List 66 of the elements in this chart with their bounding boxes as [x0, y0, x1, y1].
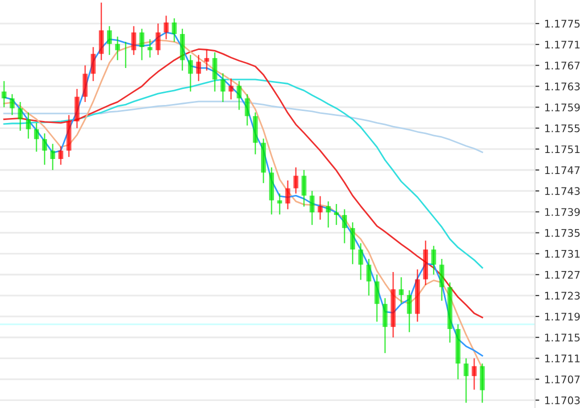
candlestick — [50, 143, 56, 171]
y-tick-label: 1.1727 — [545, 270, 580, 279]
candlestick — [236, 80, 242, 110]
candlestick — [196, 54, 202, 82]
candlestick — [285, 180, 290, 210]
line-series — [3, 78, 484, 269]
candlestick — [342, 208, 347, 244]
candlestick — [115, 36, 120, 61]
candlestick — [188, 54, 193, 92]
candlestick — [2, 80, 6, 108]
y-tick-label: 1.1707 — [545, 375, 580, 384]
candlestick — [172, 18, 177, 42]
y-tick-label: 1.1711 — [545, 354, 580, 362]
candlestick — [302, 169, 306, 208]
y-tick-label: 1.1767 — [545, 62, 580, 70]
candlestick — [90, 46, 96, 82]
candlestick — [472, 358, 477, 390]
candlestick — [34, 122, 39, 152]
candlestick — [244, 94, 250, 126]
y-tick-label: 1.1723 — [545, 292, 580, 300]
candlestick — [139, 28, 144, 61]
candlestick — [406, 290, 412, 333]
y-tick-label: 1.1719 — [545, 312, 580, 321]
candlestick — [277, 192, 282, 216]
candlestick — [58, 146, 64, 166]
candlestick — [350, 222, 356, 265]
y-tick-label: 1.1747 — [545, 166, 580, 174]
line-series — [3, 48, 484, 318]
y-tick-label: 1.1743 — [545, 187, 580, 196]
candlestick — [26, 112, 31, 140]
candlestick — [326, 200, 331, 228]
y-tick-label: 1.1759 — [545, 103, 580, 112]
candlestick — [18, 101, 23, 132]
candlestick — [358, 242, 364, 280]
y-tick-label: 1.1715 — [545, 334, 580, 342]
candlestick — [293, 166, 298, 194]
candlestick — [131, 26, 136, 56]
y-tick-label: 1.1703 — [545, 396, 580, 404]
candlestick — [228, 78, 234, 100]
candlestick — [318, 196, 323, 220]
candlestick — [148, 38, 152, 58]
y-tick-label: 1.1763 — [545, 82, 580, 90]
candlestick — [334, 203, 339, 226]
candlestick — [156, 22, 160, 56]
y-tick-label: 1.1735 — [545, 228, 580, 237]
y-tick-label: 1.1751 — [545, 145, 580, 154]
candlestick — [98, 2, 104, 61]
candlestick — [42, 132, 48, 166]
y-tick-label: 1.1755 — [545, 124, 580, 132]
candlestick — [310, 190, 315, 226]
candlestick — [82, 64, 88, 103]
candlestick — [107, 26, 112, 56]
y-tick-label: 1.1771 — [545, 40, 580, 48]
candlestick — [366, 258, 372, 296]
y-tick-label: 1.1731 — [545, 250, 580, 258]
candlestick — [212, 52, 218, 92]
y-tick-label: 1.1775 — [545, 20, 580, 28]
candlestick — [164, 15, 169, 40]
candlestick — [374, 274, 380, 322]
candlestick — [382, 298, 388, 354]
candlestick — [464, 358, 469, 404]
candlestick — [431, 245, 436, 276]
candlestick — [10, 94, 15, 116]
candlestick — [220, 72, 226, 103]
y-tick-label: 1.1739 — [545, 208, 580, 216]
candlestick — [439, 258, 444, 302]
